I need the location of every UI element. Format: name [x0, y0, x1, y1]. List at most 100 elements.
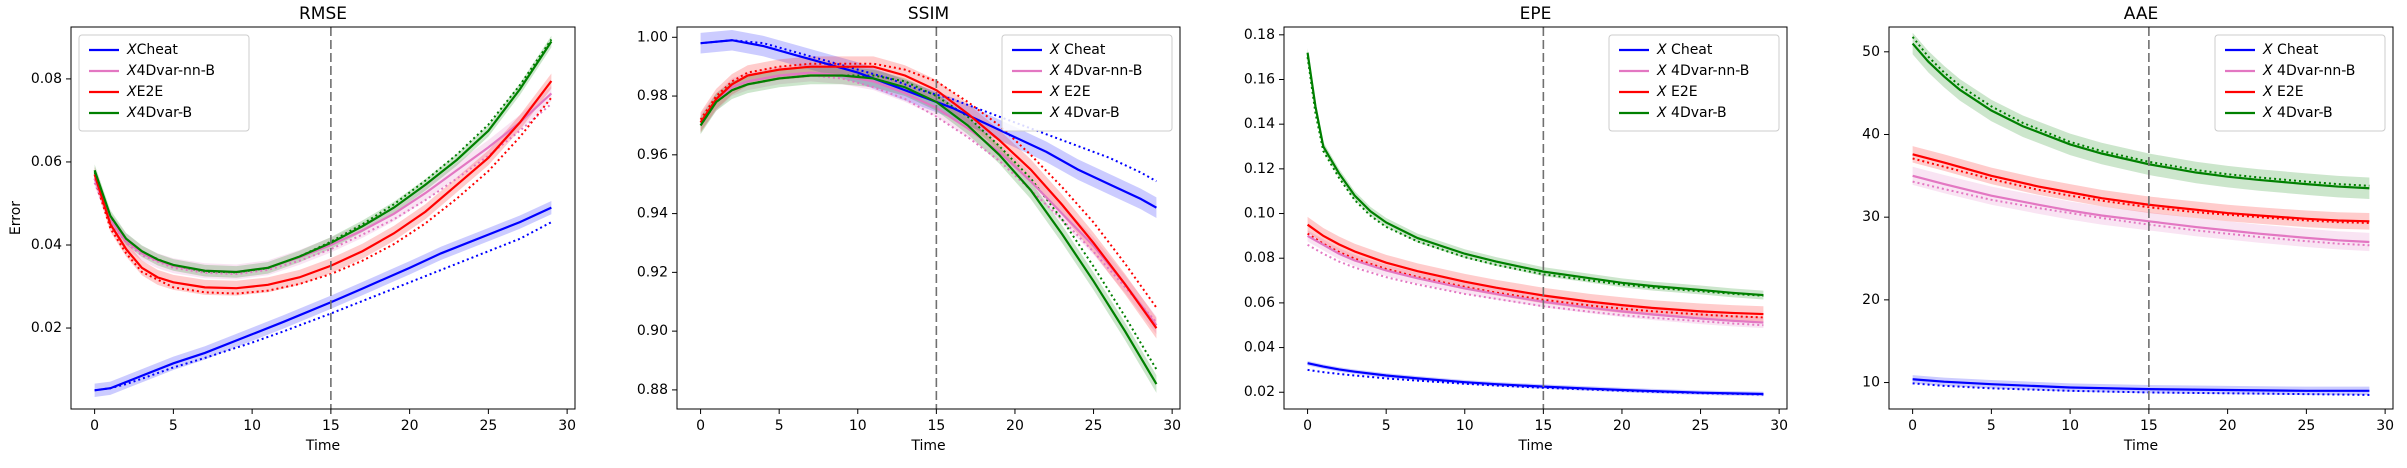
legend-label: XCheat — [126, 42, 178, 58]
x-tick-label: 20 — [1006, 418, 1024, 434]
y-tick-label: 0.04 — [31, 237, 62, 253]
confidence-band — [1307, 230, 1764, 329]
y-tick-label: 0.96 — [637, 147, 668, 163]
legend-label: X 4Dvar-B — [1049, 105, 1120, 121]
legend-label: XE2E — [126, 84, 163, 100]
legend-box — [2214, 34, 2386, 132]
legend-label: X 4Dvar-nn-B — [1049, 63, 1142, 79]
x-tick-label: 5 — [775, 418, 784, 434]
series-line — [1306, 52, 1764, 297]
series-line — [1912, 378, 2370, 392]
series-dotted-line — [699, 62, 1158, 309]
y-tick-label: 0.08 — [31, 71, 62, 87]
legend-box — [78, 34, 250, 132]
confidence-band — [94, 85, 552, 280]
confidence-band — [94, 200, 552, 397]
chart-panel-aae: 0 5 10 15 20 25 30 10 20 30 40 50 AAE Time X Cheat X 4D… — [1862, 4, 2394, 454]
series-dotted-line — [1306, 57, 1764, 297]
legend-label: X 4Dvar-nn-B — [2262, 63, 2355, 79]
x-tick-label: 0 — [696, 418, 705, 434]
x-tick-label: 20 — [401, 418, 419, 434]
legend-box — [1608, 34, 1780, 132]
confidence-band — [1307, 48, 1764, 300]
x-axis-label: Time — [2123, 438, 2158, 454]
y-tick-label: 0.94 — [637, 206, 668, 222]
series-dotted-line — [1911, 36, 2370, 187]
series-line — [1306, 223, 1764, 316]
x-tick-label: 15 — [322, 418, 340, 434]
legend-label: X 4Dvar-B — [2262, 105, 2333, 121]
y-tick-label: 0.02 — [31, 320, 62, 336]
legend: X Cheat X 4Dvar-nn-B X E2E X 4Dvar-B — [1001, 34, 1173, 132]
series-dotted-line — [1307, 368, 1764, 396]
y-tick-label: 0.06 — [1244, 295, 1275, 311]
x-tick-label: 10 — [2061, 418, 2079, 434]
confidence-band — [94, 73, 552, 296]
series-dotted-line — [94, 221, 552, 392]
series-line — [93, 40, 553, 274]
chart-title: SSIM — [908, 4, 949, 24]
chart-title: RMSE — [299, 4, 347, 24]
series-dotted-line — [699, 74, 1158, 323]
x-tick-label: 10 — [1456, 418, 1474, 434]
legend-label: X 4Dvar-B — [1656, 105, 1727, 121]
x-tick-label: 20 — [2219, 418, 2237, 434]
x-tick-label: 0 — [1908, 418, 1917, 434]
y-tick-label: 0.14 — [1244, 116, 1275, 132]
x-tick-label: 15 — [2140, 418, 2158, 434]
x-tick-label: 10 — [849, 418, 867, 434]
x-tick-label: 30 — [558, 418, 576, 434]
series-dotted-line — [700, 39, 1157, 183]
y-tick-label: 1.00 — [637, 29, 668, 45]
series-line — [1307, 234, 1764, 324]
chart-panel-ssim: 0 5 10 15 20 25 30 0.88 0.90 0.92 0.94 0.96 0.98 1.00… — [637, 4, 1181, 454]
confidence-band — [1912, 375, 2370, 395]
series-line — [1912, 174, 2370, 244]
series-line — [699, 74, 1158, 385]
legend-label: X Cheat — [1049, 42, 1106, 58]
confidence-band — [700, 63, 1157, 335]
x-tick-label: 5 — [1987, 418, 1996, 434]
y-tick-label: 30 — [1862, 209, 1880, 225]
x-tick-label: 5 — [1382, 418, 1391, 434]
series-line — [699, 71, 1158, 326]
confidence-band — [1307, 360, 1764, 397]
legend: XCheat X4Dvar-nn-B XE2E X4Dvar-B — [78, 34, 250, 132]
x-tick-label: 15 — [927, 418, 945, 434]
x-tick-label: 10 — [243, 418, 261, 434]
series-dotted-line — [1912, 382, 2370, 396]
series-dotted-line — [1912, 157, 2370, 224]
legend-label: X E2E — [1049, 84, 1091, 100]
x-axis-label: Time — [1517, 438, 1552, 454]
x-tick-label: 0 — [90, 418, 99, 434]
x-tick-label: 0 — [1303, 418, 1312, 434]
chart-title: AAE — [2124, 4, 2158, 24]
y-tick-label: 0.12 — [1244, 161, 1275, 177]
y-tick-label: 0.16 — [1244, 71, 1275, 87]
axes-frame — [676, 26, 1181, 410]
chart-title: EPE — [1520, 4, 1552, 24]
x-axis-label: Time — [910, 438, 945, 454]
x-axis-label: Time — [305, 438, 340, 454]
series-dotted-line — [1307, 243, 1764, 327]
series-line — [699, 65, 1158, 329]
series-line — [1911, 42, 2370, 190]
confidence-band — [1912, 146, 2370, 230]
y-tick-label: 0.04 — [1244, 340, 1275, 356]
series-dotted-line — [93, 103, 553, 276]
y-tick-label: 0.90 — [637, 323, 668, 339]
x-tick-label: 30 — [1163, 418, 1181, 434]
confidence-band — [700, 29, 1157, 218]
y-tick-label: 0.18 — [1244, 27, 1275, 43]
legend: X Cheat X 4Dvar-nn-B X E2E X 4Dvar-B — [2214, 34, 2386, 132]
x-tick-label: 15 — [1534, 418, 1552, 434]
plot-area — [699, 29, 1158, 393]
x-tick-label: 25 — [1692, 418, 1710, 434]
legend-label: X4Dvar-B — [126, 105, 192, 121]
y-tick-label: 0.10 — [1244, 206, 1275, 222]
y-tick-label: 0.92 — [637, 264, 668, 280]
chart-panel-rmse: 0 5 10 15 20 25 30 0.02 0.04 0.06 0.08 RMSE Time Erro… — [8, 4, 576, 454]
legend-box — [1001, 34, 1173, 132]
y-tick-label: 10 — [1862, 375, 1880, 391]
